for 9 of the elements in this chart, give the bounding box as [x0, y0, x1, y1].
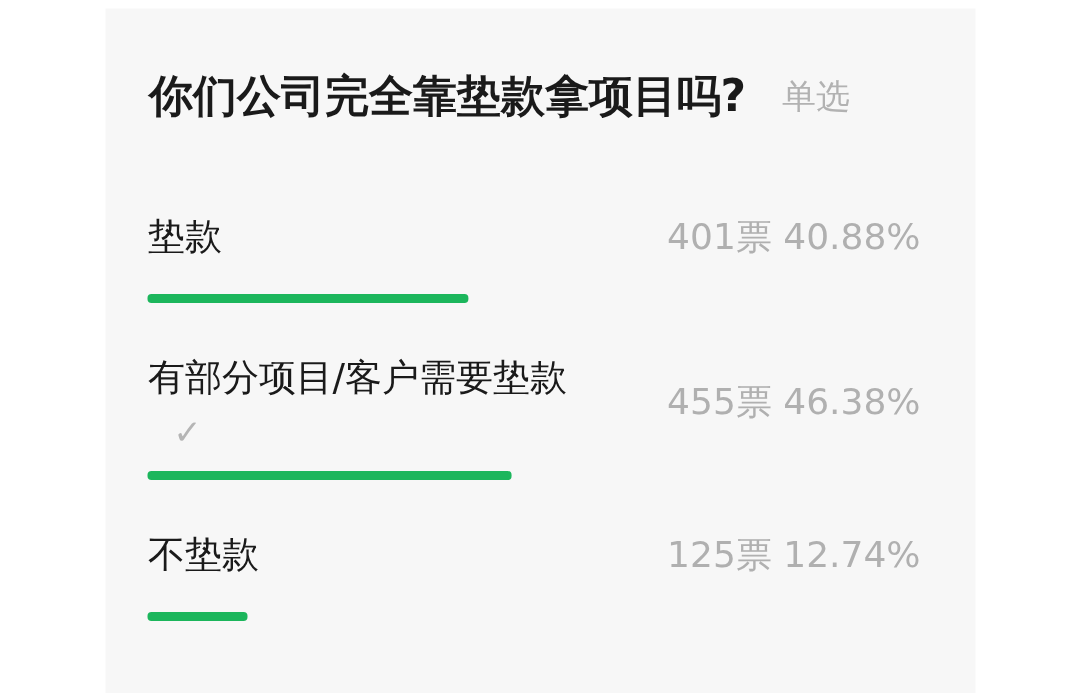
y-tick-label: 不垫款 — [147, 533, 259, 576]
y-tick-label: 有部分项目/客户需要垫款 — [147, 356, 567, 399]
text: 单选 — [782, 75, 851, 116]
y-tick-label: 垫款 — [147, 215, 222, 258]
chart-title: 你们公司完全靠垫款拿项目吗? — [146, 70, 747, 121]
data-label: 455票 46.38% — [667, 381, 921, 422]
data-label: 125票 12.74% — [667, 534, 921, 575]
data-label: 401票 40.88% — [667, 216, 921, 257]
annotation: ✓ — [173, 411, 202, 452]
